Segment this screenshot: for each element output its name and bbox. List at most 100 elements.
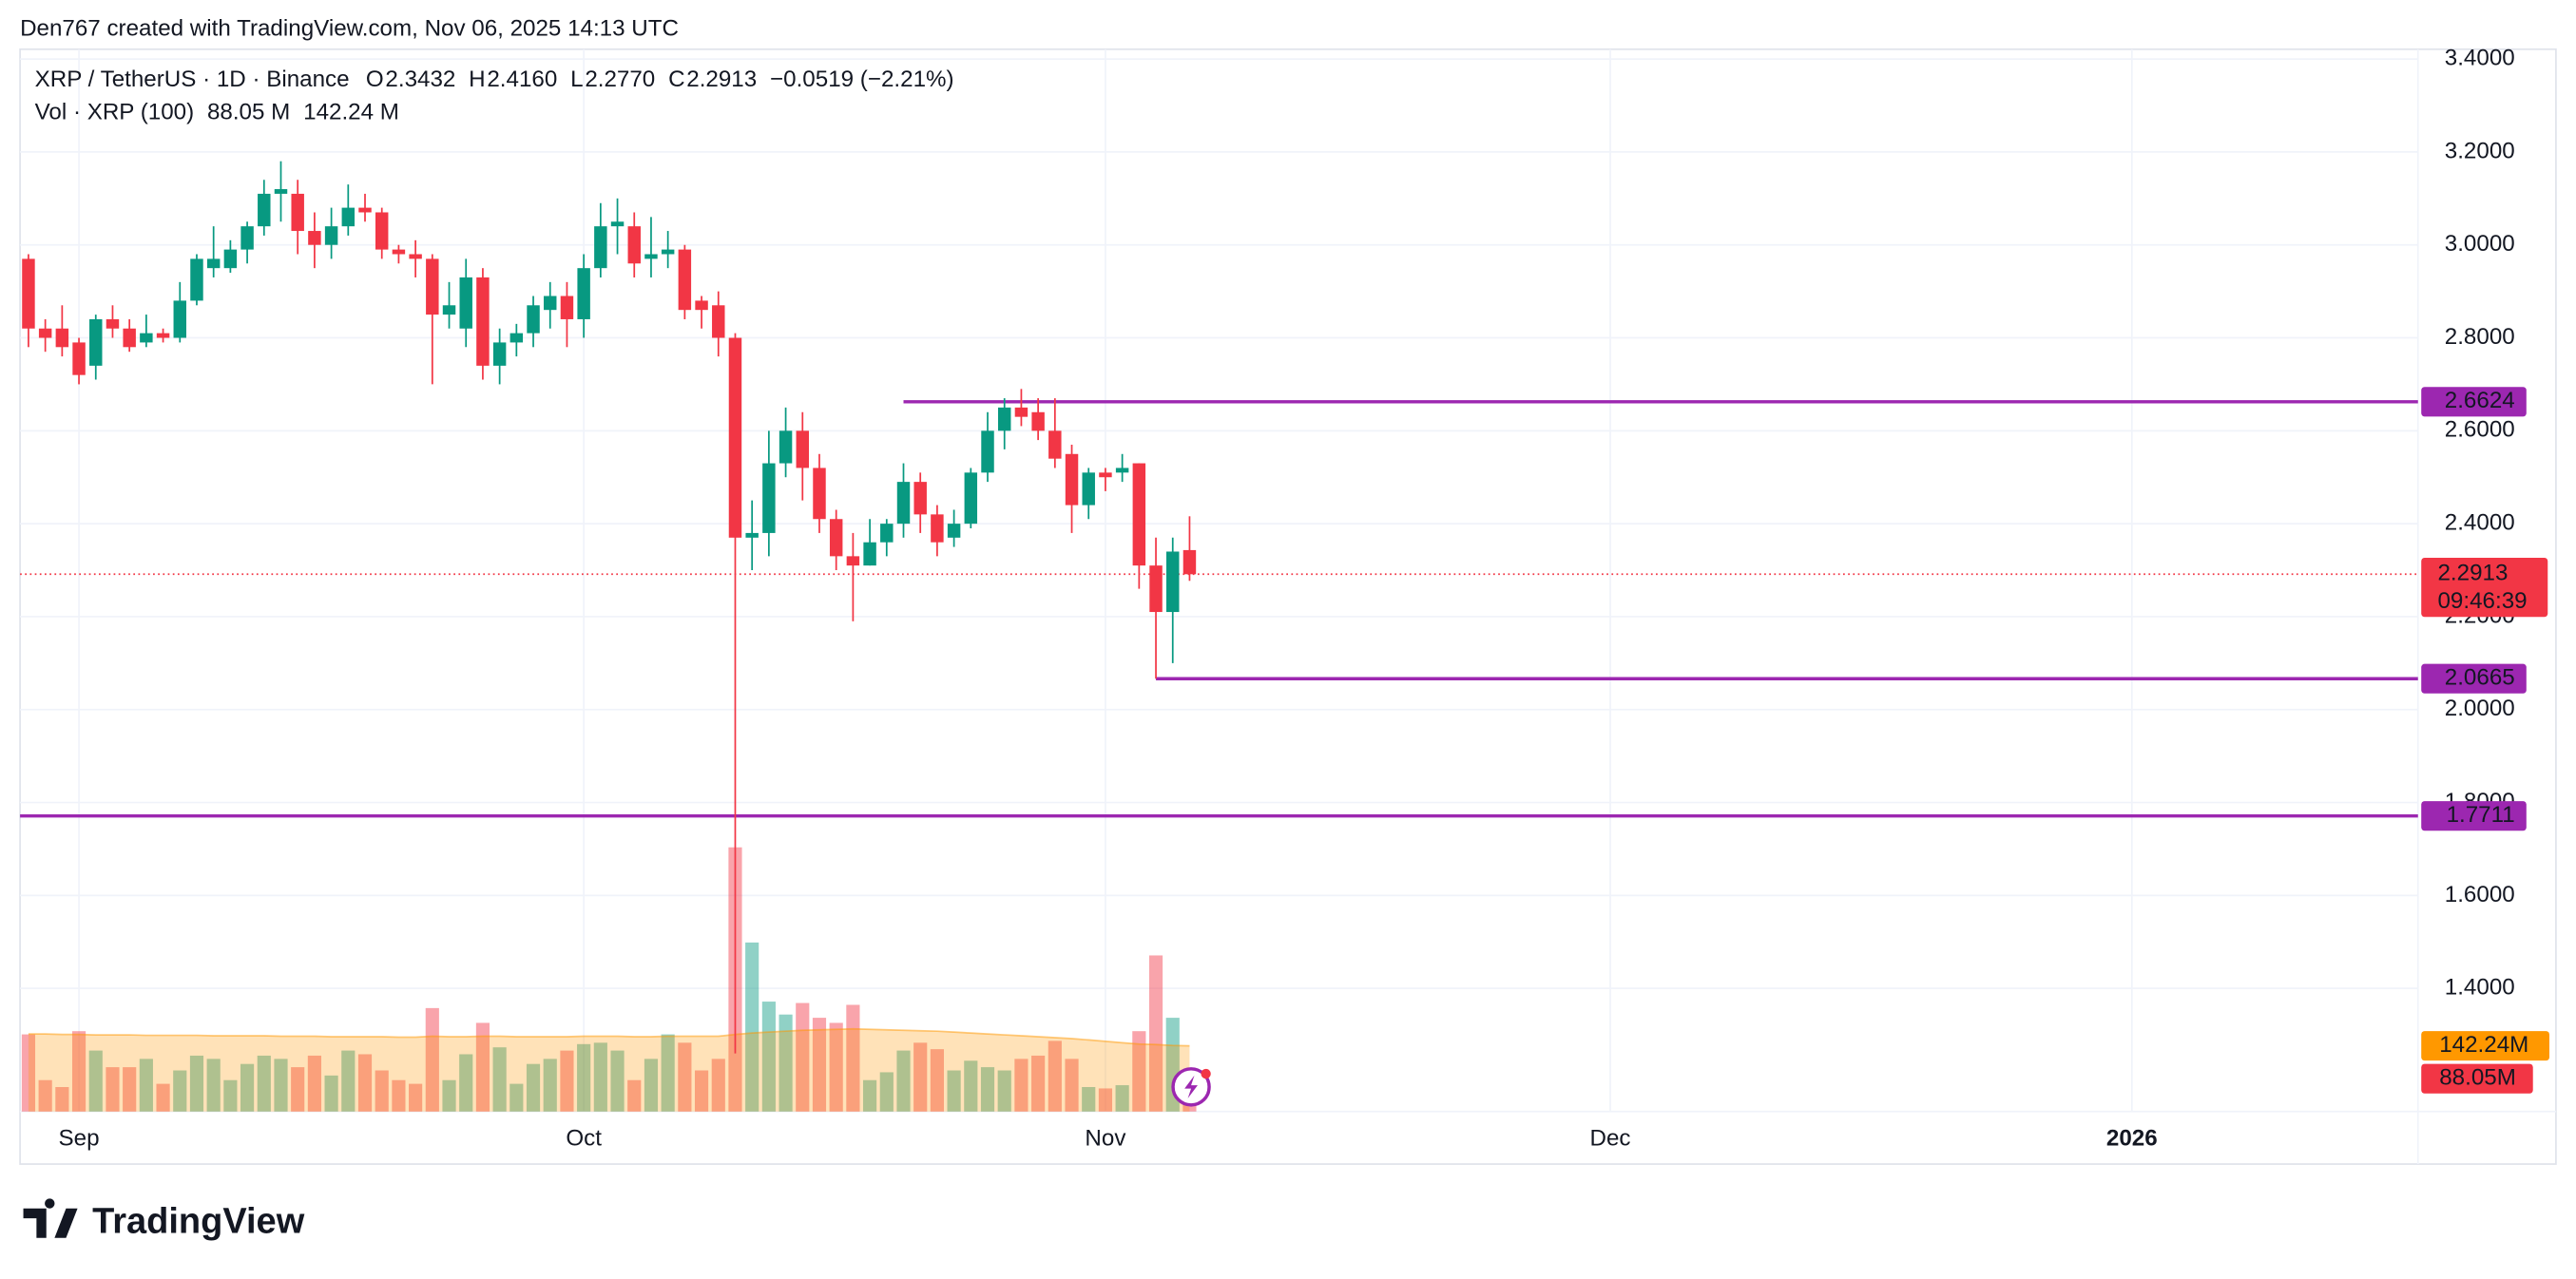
ohlc-value: 2.2770 — [585, 67, 655, 92]
y-tick-label: 2.0000 — [2445, 696, 2515, 721]
volume-bar — [1014, 1059, 1028, 1112]
candle-body — [375, 212, 389, 250]
candle-body — [72, 342, 86, 375]
level-label: 2.0665 — [2445, 665, 2515, 691]
volume-bar — [896, 1050, 911, 1112]
x-tick-label: Oct — [566, 1126, 602, 1152]
volume-ma-tag — [2421, 1031, 2549, 1061]
candle-body — [308, 231, 321, 245]
candle-body — [712, 305, 725, 338]
replay-button[interactable] — [1171, 1067, 1211, 1107]
candle-body — [442, 305, 456, 315]
candle-body — [644, 254, 658, 259]
volume-ma-label: 142.24M — [2439, 1032, 2528, 1058]
volume-bar — [21, 1034, 36, 1112]
candle-body — [1166, 551, 1180, 613]
candle-body — [190, 258, 203, 301]
volume-bar — [829, 1022, 843, 1112]
volume-bar — [257, 1055, 271, 1112]
volume-bar — [644, 1059, 659, 1112]
y-tick-label: 1.6000 — [2445, 882, 2515, 907]
candle-body — [258, 193, 271, 227]
volume-bar — [947, 1070, 961, 1112]
ohlc-key: H — [469, 67, 485, 92]
level-label: 1.7711 — [2447, 802, 2515, 828]
volume-bar — [223, 1079, 238, 1112]
volume-bar — [341, 1050, 356, 1112]
candle-body — [1031, 411, 1045, 431]
candle-body — [1099, 472, 1112, 478]
y-tick-label: 3.4000 — [2445, 45, 2515, 70]
volume-bar — [812, 1018, 827, 1112]
candle-body — [409, 254, 422, 259]
candle-body — [22, 258, 35, 329]
candle-body — [89, 318, 103, 366]
level-tag — [2421, 663, 2527, 694]
axes: 1.40001.60001.80002.00002.20002.40002.60… — [59, 45, 2549, 1152]
volume-bar — [526, 1063, 541, 1112]
candle-body — [55, 328, 69, 348]
candle-body — [560, 296, 574, 319]
y-tick-label: 2.8000 — [2445, 324, 2515, 350]
candle-body — [913, 482, 927, 515]
volume-bar — [206, 1059, 221, 1112]
volume-bar — [274, 1059, 288, 1112]
candle-body — [1082, 472, 1095, 506]
volume-bar — [475, 1022, 490, 1112]
y-tick-label: 1.4000 — [2445, 975, 2515, 1001]
candle-body — [1065, 453, 1079, 506]
candle-body — [577, 268, 590, 319]
chart-frame — [19, 48, 2557, 1165]
candle-body — [813, 468, 826, 520]
volume-bar — [88, 1050, 103, 1112]
candle-body — [527, 305, 540, 334]
volume-bar — [1031, 1055, 1046, 1112]
volume-bar — [863, 1079, 877, 1112]
candle-body — [223, 249, 238, 269]
symbol: XRP / TetherUS · 1D · Binance — [35, 67, 350, 92]
candle-body — [779, 430, 793, 464]
y-tick-label: 3.0000 — [2445, 231, 2515, 257]
replay-dot — [1201, 1068, 1211, 1079]
volume-ma-line — [28, 1027, 1190, 1047]
level-tag — [2421, 801, 2527, 831]
volume-bar — [189, 1055, 204, 1112]
levels — [20, 400, 2418, 818]
volume-bar — [123, 1067, 137, 1112]
volume-value: 88.05 M — [207, 100, 290, 125]
volume-bar — [240, 1063, 255, 1112]
candle-body — [1132, 463, 1146, 566]
volume-bar — [745, 942, 759, 1112]
volume-bar — [307, 1055, 321, 1112]
candle-body — [1048, 430, 1062, 459]
volume-bar — [997, 1070, 1011, 1112]
volume-label: 88.05M — [2439, 1065, 2516, 1091]
volume-bar — [173, 1070, 187, 1112]
ohlc-key: O — [366, 67, 384, 92]
level-tag — [2421, 387, 2527, 417]
volume-bar — [425, 1007, 439, 1112]
candle-body — [796, 430, 810, 468]
candle-body — [476, 277, 490, 366]
volume-bar — [71, 1031, 87, 1112]
volume-bar — [1098, 1088, 1113, 1112]
volume-bar — [694, 1070, 709, 1112]
candle-body — [931, 514, 944, 543]
candle-body — [762, 463, 776, 533]
x-tick-label: 2026 — [2106, 1126, 2158, 1152]
volume-bar — [761, 1002, 776, 1112]
volume-bar — [678, 1042, 692, 1112]
candle-body — [426, 258, 439, 315]
candle-body — [745, 532, 759, 538]
volume-bar — [964, 1060, 978, 1112]
volume-bar — [593, 1042, 607, 1112]
candle-body — [661, 249, 675, 255]
candle-body — [206, 258, 221, 269]
candle-body — [947, 524, 961, 538]
volume-bar — [442, 1079, 456, 1112]
volume-bar — [913, 1042, 928, 1112]
candle-body — [678, 249, 692, 311]
candle-body — [1115, 468, 1129, 473]
